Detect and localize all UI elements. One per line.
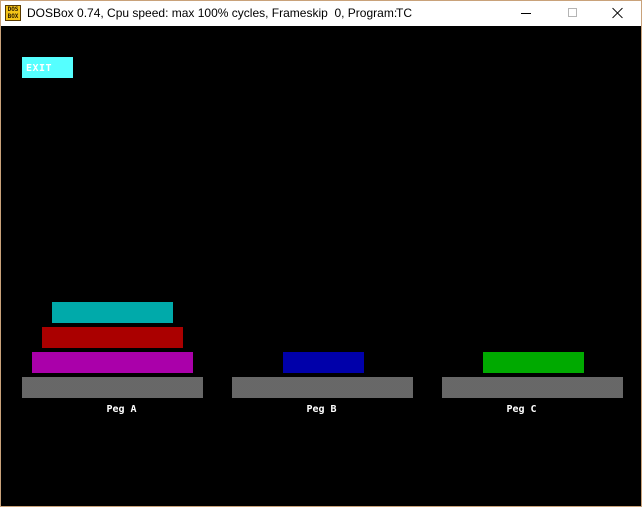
dosbox-icon[interactable]: DOS BOX: [5, 5, 21, 21]
maximize-icon: [568, 8, 577, 17]
disk-purple[interactable]: [32, 352, 193, 373]
dos-screen: EXIT Peg A Peg B Peg C: [1, 26, 641, 506]
peg-a-base[interactable]: [22, 377, 203, 398]
close-icon: [612, 7, 624, 19]
title-bar[interactable]: DOS BOX DOSBox 0.74, Cpu speed: max 100%…: [1, 1, 641, 26]
peg-c-base[interactable]: [442, 377, 623, 398]
peg-b-base[interactable]: [232, 377, 413, 398]
minimize-button[interactable]: [503, 1, 549, 26]
close-button[interactable]: [595, 1, 641, 26]
program-name: TC: [396, 6, 412, 20]
disk-green[interactable]: [483, 352, 584, 373]
disk-blue[interactable]: [283, 352, 364, 373]
minimize-icon: [521, 13, 531, 14]
exit-button[interactable]: EXIT: [22, 57, 73, 78]
peg-a-label: Peg A: [106, 404, 137, 415]
window-title: DOSBox 0.74, Cpu speed: max 100% cycles,…: [27, 6, 398, 20]
peg-c-label: Peg C: [506, 404, 537, 415]
app-icon-label: DOS BOX: [7, 6, 19, 20]
maximize-button[interactable]: [549, 1, 595, 26]
disk-red[interactable]: [42, 327, 183, 348]
peg-b-label: Peg B: [306, 404, 337, 415]
disk-cyan[interactable]: [52, 302, 173, 323]
